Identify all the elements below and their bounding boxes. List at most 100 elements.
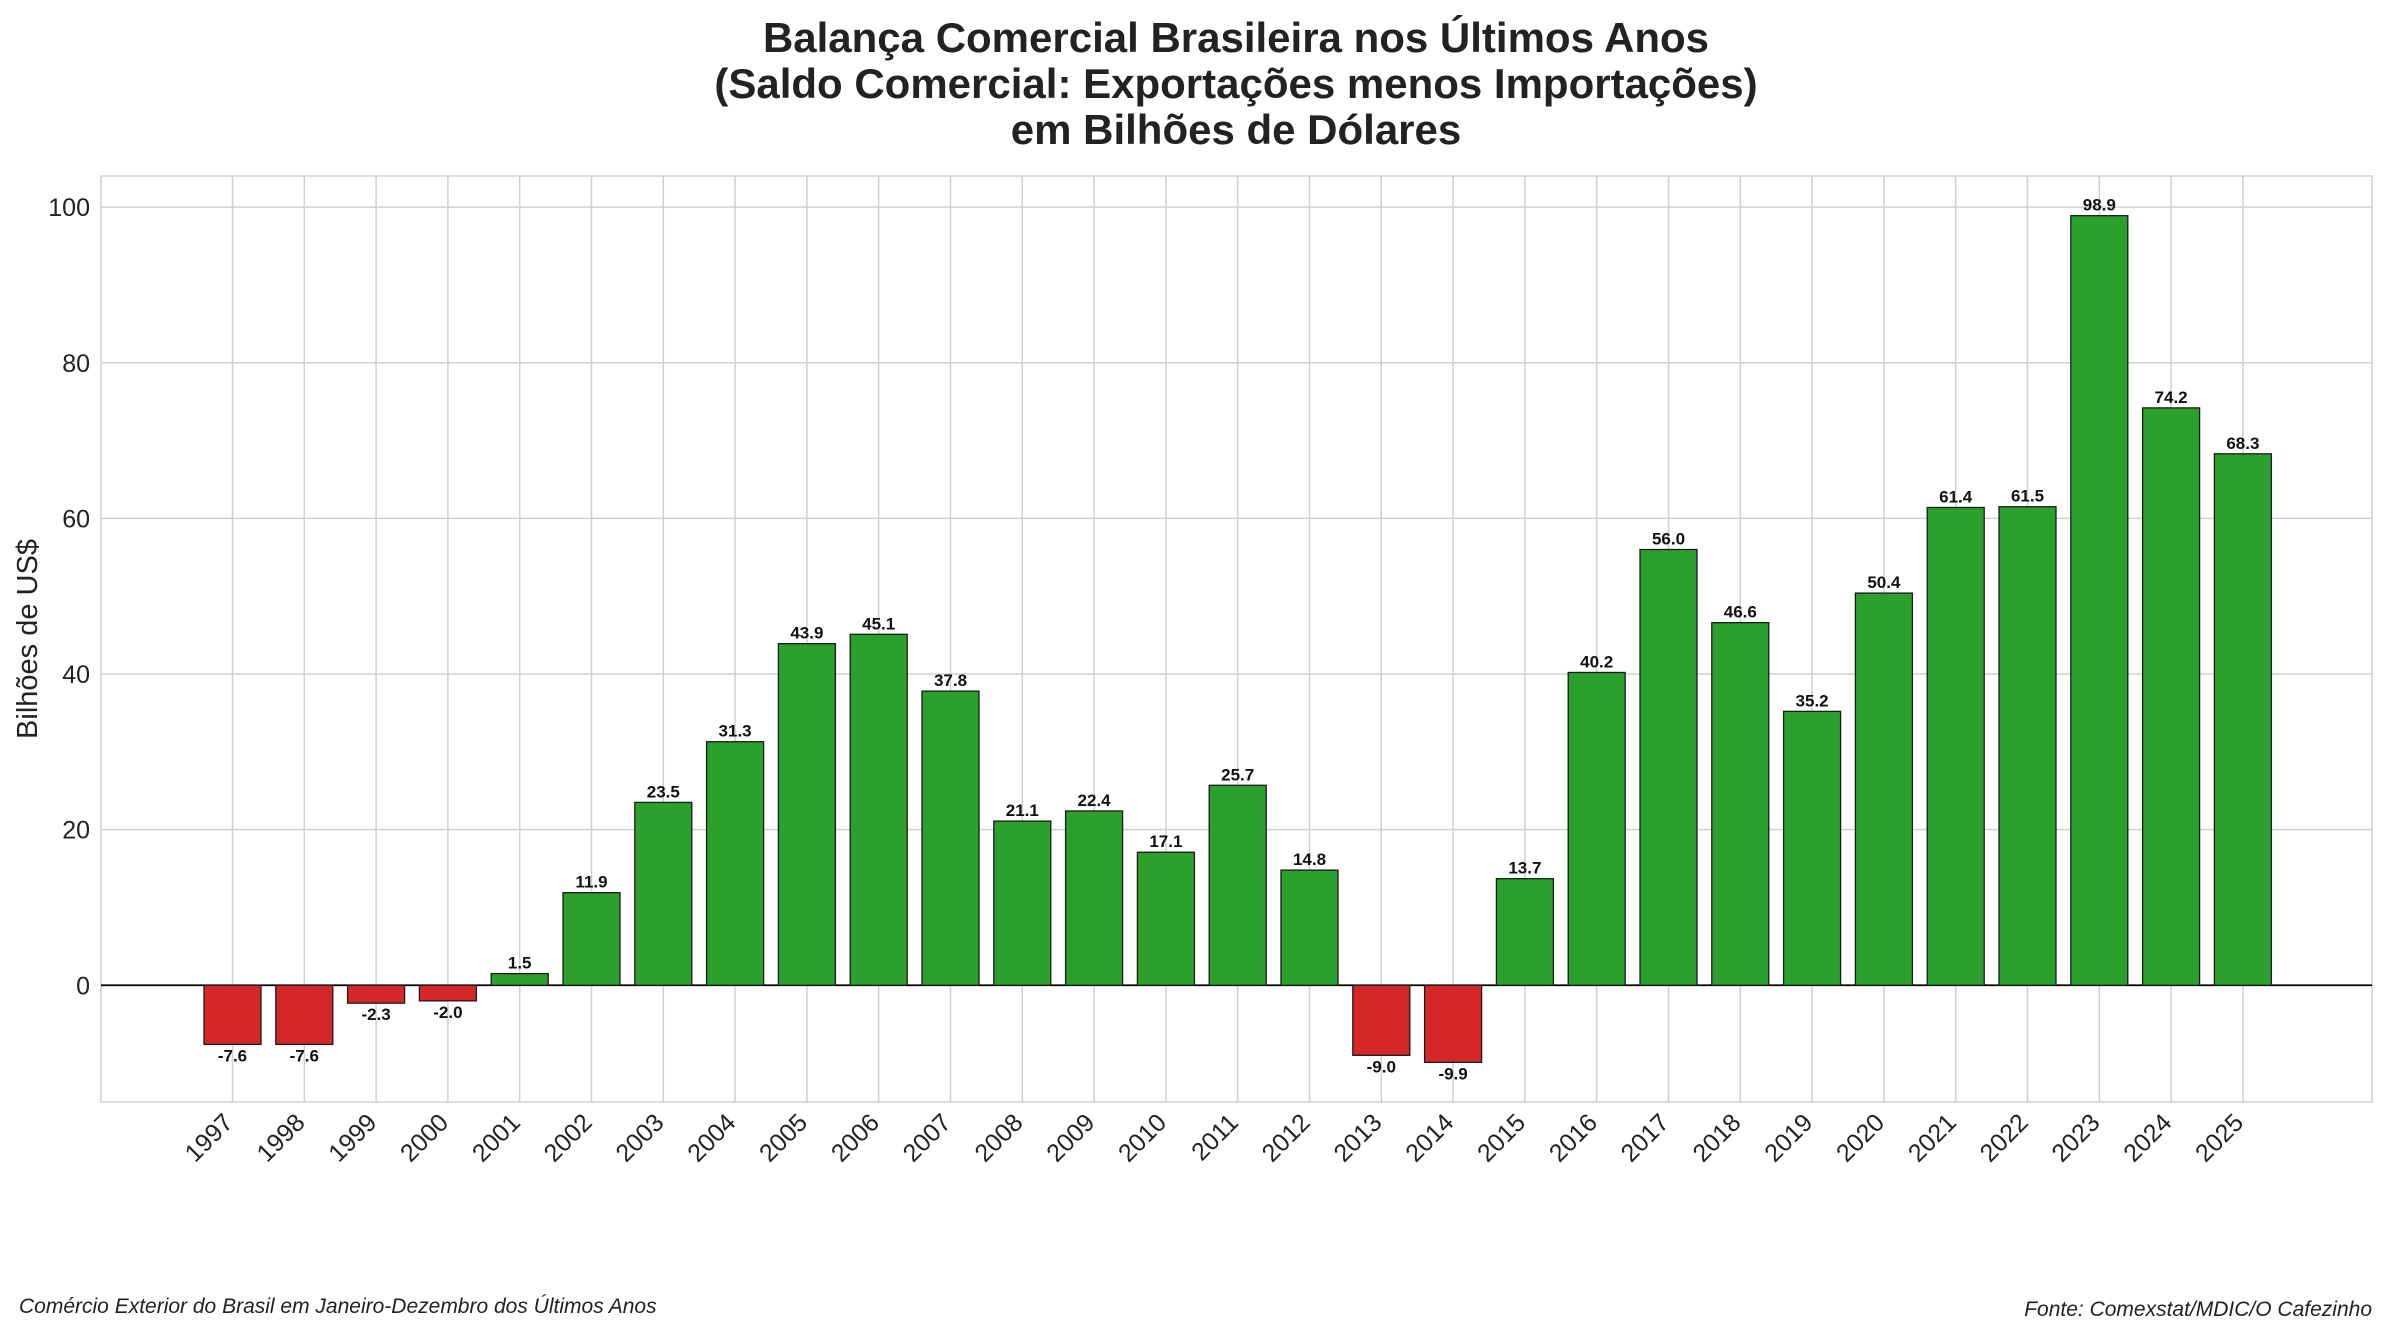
bar-2020: [1854, 592, 1914, 986]
bar-2011: [1208, 784, 1267, 986]
x-tick-label-2011: 2011: [1186, 1108, 1244, 1166]
bar-2017: [1639, 548, 1698, 986]
x-tick-label-2017: 2017: [1616, 1108, 1675, 1167]
value-label-2023: 98.9: [2083, 196, 2116, 215]
bar-2007: [921, 690, 980, 986]
value-label-2019: 35.2: [1796, 691, 1829, 710]
value-label-2020: 50.4: [1867, 573, 1901, 592]
x-tick-label-1998: 1998: [251, 1108, 310, 1167]
value-label-1997: -7.6: [218, 1046, 247, 1065]
value-label-2022: 61.5: [2011, 487, 2044, 506]
x-tick-label-2000: 2000: [395, 1108, 454, 1167]
value-label-2016: 40.2: [1580, 652, 1613, 671]
x-tick-label-2015: 2015: [1472, 1108, 1531, 1167]
chart-title: Balança Comercial Brasileira nos Últimos…: [714, 13, 1757, 153]
value-label-2011: 25.7: [1221, 765, 1254, 784]
x-tick-label-2001: 2001: [467, 1108, 526, 1167]
x-tick-label-2002: 2002: [539, 1108, 598, 1167]
y-tick-label: 40: [62, 661, 90, 689]
x-tick-label-2020: 2020: [1831, 1108, 1890, 1167]
bar-1999: [346, 984, 406, 1004]
x-tick-label-2005: 2005: [754, 1108, 813, 1167]
bar-2021: [1926, 506, 1985, 986]
x-tick-label-2022: 2022: [1975, 1108, 2034, 1167]
value-label-2004: 31.3: [719, 722, 752, 741]
footer-left-note: Comércio Exterior do Brasil em Janeiro-D…: [19, 1295, 657, 1318]
value-label-2007: 37.8: [934, 671, 967, 690]
value-label-2024: 74.2: [2155, 388, 2188, 407]
bar-2016: [1567, 671, 1626, 986]
x-tick-label-2019: 2019: [1759, 1108, 1818, 1167]
y-tick-label: 80: [62, 350, 90, 378]
x-tick-label-2014: 2014: [1400, 1108, 1459, 1167]
value-label-2001: 1.5: [508, 954, 532, 973]
bar-2006: [849, 633, 908, 986]
value-label-2000: -2.0: [433, 1003, 462, 1022]
bar-2003: [634, 801, 693, 986]
footer-source: Fonte: Comexstat/MDIC/O Cafezinho: [2024, 1298, 2372, 1321]
x-tick-label-2009: 2009: [1041, 1108, 1100, 1167]
x-axis-ticks: 1997 1998 1999 2000 2001 2002 2003 2004 2005 2006…: [180, 1108, 2250, 1167]
x-tick-label-1997: 1997: [180, 1108, 239, 1167]
x-tick-label-2003: 2003: [610, 1108, 669, 1167]
bar-2001: [490, 972, 549, 986]
bar-2000: [418, 984, 478, 1002]
bar-2004: [705, 741, 765, 986]
bar-2024: [2141, 407, 2201, 986]
bars: [203, 215, 2273, 1063]
bar-2012: [1280, 869, 1339, 986]
x-tick-label-2016: 2016: [1544, 1108, 1603, 1167]
value-label-2013: -9.0: [1367, 1057, 1396, 1076]
title-line-3: em Bilhões de Dólares: [1011, 106, 1462, 153]
value-label-1998: -7.6: [290, 1046, 319, 1065]
bar-2022: [1998, 506, 2057, 986]
y-tick-label: 20: [62, 817, 90, 845]
value-label-2008: 21.1: [1006, 801, 1039, 820]
value-label-2015: 13.7: [1508, 859, 1541, 878]
x-tick-label-2025: 2025: [2190, 1108, 2249, 1167]
x-tick-label-2006: 2006: [826, 1108, 885, 1167]
bar-2010: [1136, 851, 1196, 986]
bar-2005: [777, 643, 837, 986]
bar-1997: [203, 984, 262, 1046]
value-label-2012: 14.8: [1293, 850, 1326, 869]
value-label-2002: 11.9: [575, 873, 607, 892]
plot-area: [100, 175, 2373, 1103]
bar-2014: [1423, 984, 1483, 1063]
bar-2002: [562, 892, 621, 986]
bar-2013: [1352, 984, 1411, 1056]
bar-2008: [993, 820, 1052, 986]
value-labels: -7.6 -7.6 -2.3 -2.0 1.5 11.9 23.5 31.3 43.9 45.1 3…: [218, 196, 2260, 1084]
value-label-2018: 46.6: [1724, 603, 1757, 622]
x-tick-label-2018: 2018: [1687, 1108, 1746, 1167]
bar-2023: [2070, 215, 2129, 986]
title-line-2: (Saldo Comercial: Exportações menos Impo…: [714, 60, 1757, 107]
x-tick-label-2023: 2023: [2046, 1108, 2105, 1167]
x-tick-label-2004: 2004: [682, 1108, 741, 1167]
bar-2018: [1711, 622, 1770, 986]
title-line-1: Balança Comercial Brasileira nos Últimos…: [763, 13, 1709, 61]
value-label-2025: 68.3: [2226, 434, 2259, 453]
value-label-2021: 61.4: [1939, 487, 1973, 506]
y-axis-ticks: 0 20 40 60 80 100: [48, 194, 90, 1000]
value-label-2005: 43.9: [790, 624, 823, 643]
y-axis-label: Bilhões de US$: [12, 539, 44, 739]
x-tick-label-2010: 2010: [1113, 1108, 1172, 1167]
value-label-1999: -2.3: [361, 1005, 390, 1024]
value-label-2010: 17.1: [1149, 832, 1182, 851]
y-tick-label: 0: [76, 972, 90, 1000]
y-tick-label: 100: [48, 194, 90, 222]
bar-2025: [2213, 453, 2273, 986]
x-tick-label-2013: 2013: [1328, 1108, 1387, 1167]
x-tick-label-2021: 2021: [1903, 1108, 1962, 1167]
x-tick-label-1999: 1999: [323, 1108, 382, 1167]
bar-2009: [1064, 810, 1124, 986]
bar-2015: [1495, 878, 1555, 986]
bar-1998: [275, 984, 334, 1046]
value-label-2003: 23.5: [647, 782, 680, 801]
value-label-2014: -9.9: [1438, 1064, 1467, 1083]
value-label-2009: 22.4: [1078, 791, 1112, 810]
value-label-2006: 45.1: [862, 614, 895, 633]
x-tick-label-2012: 2012: [1257, 1108, 1316, 1167]
